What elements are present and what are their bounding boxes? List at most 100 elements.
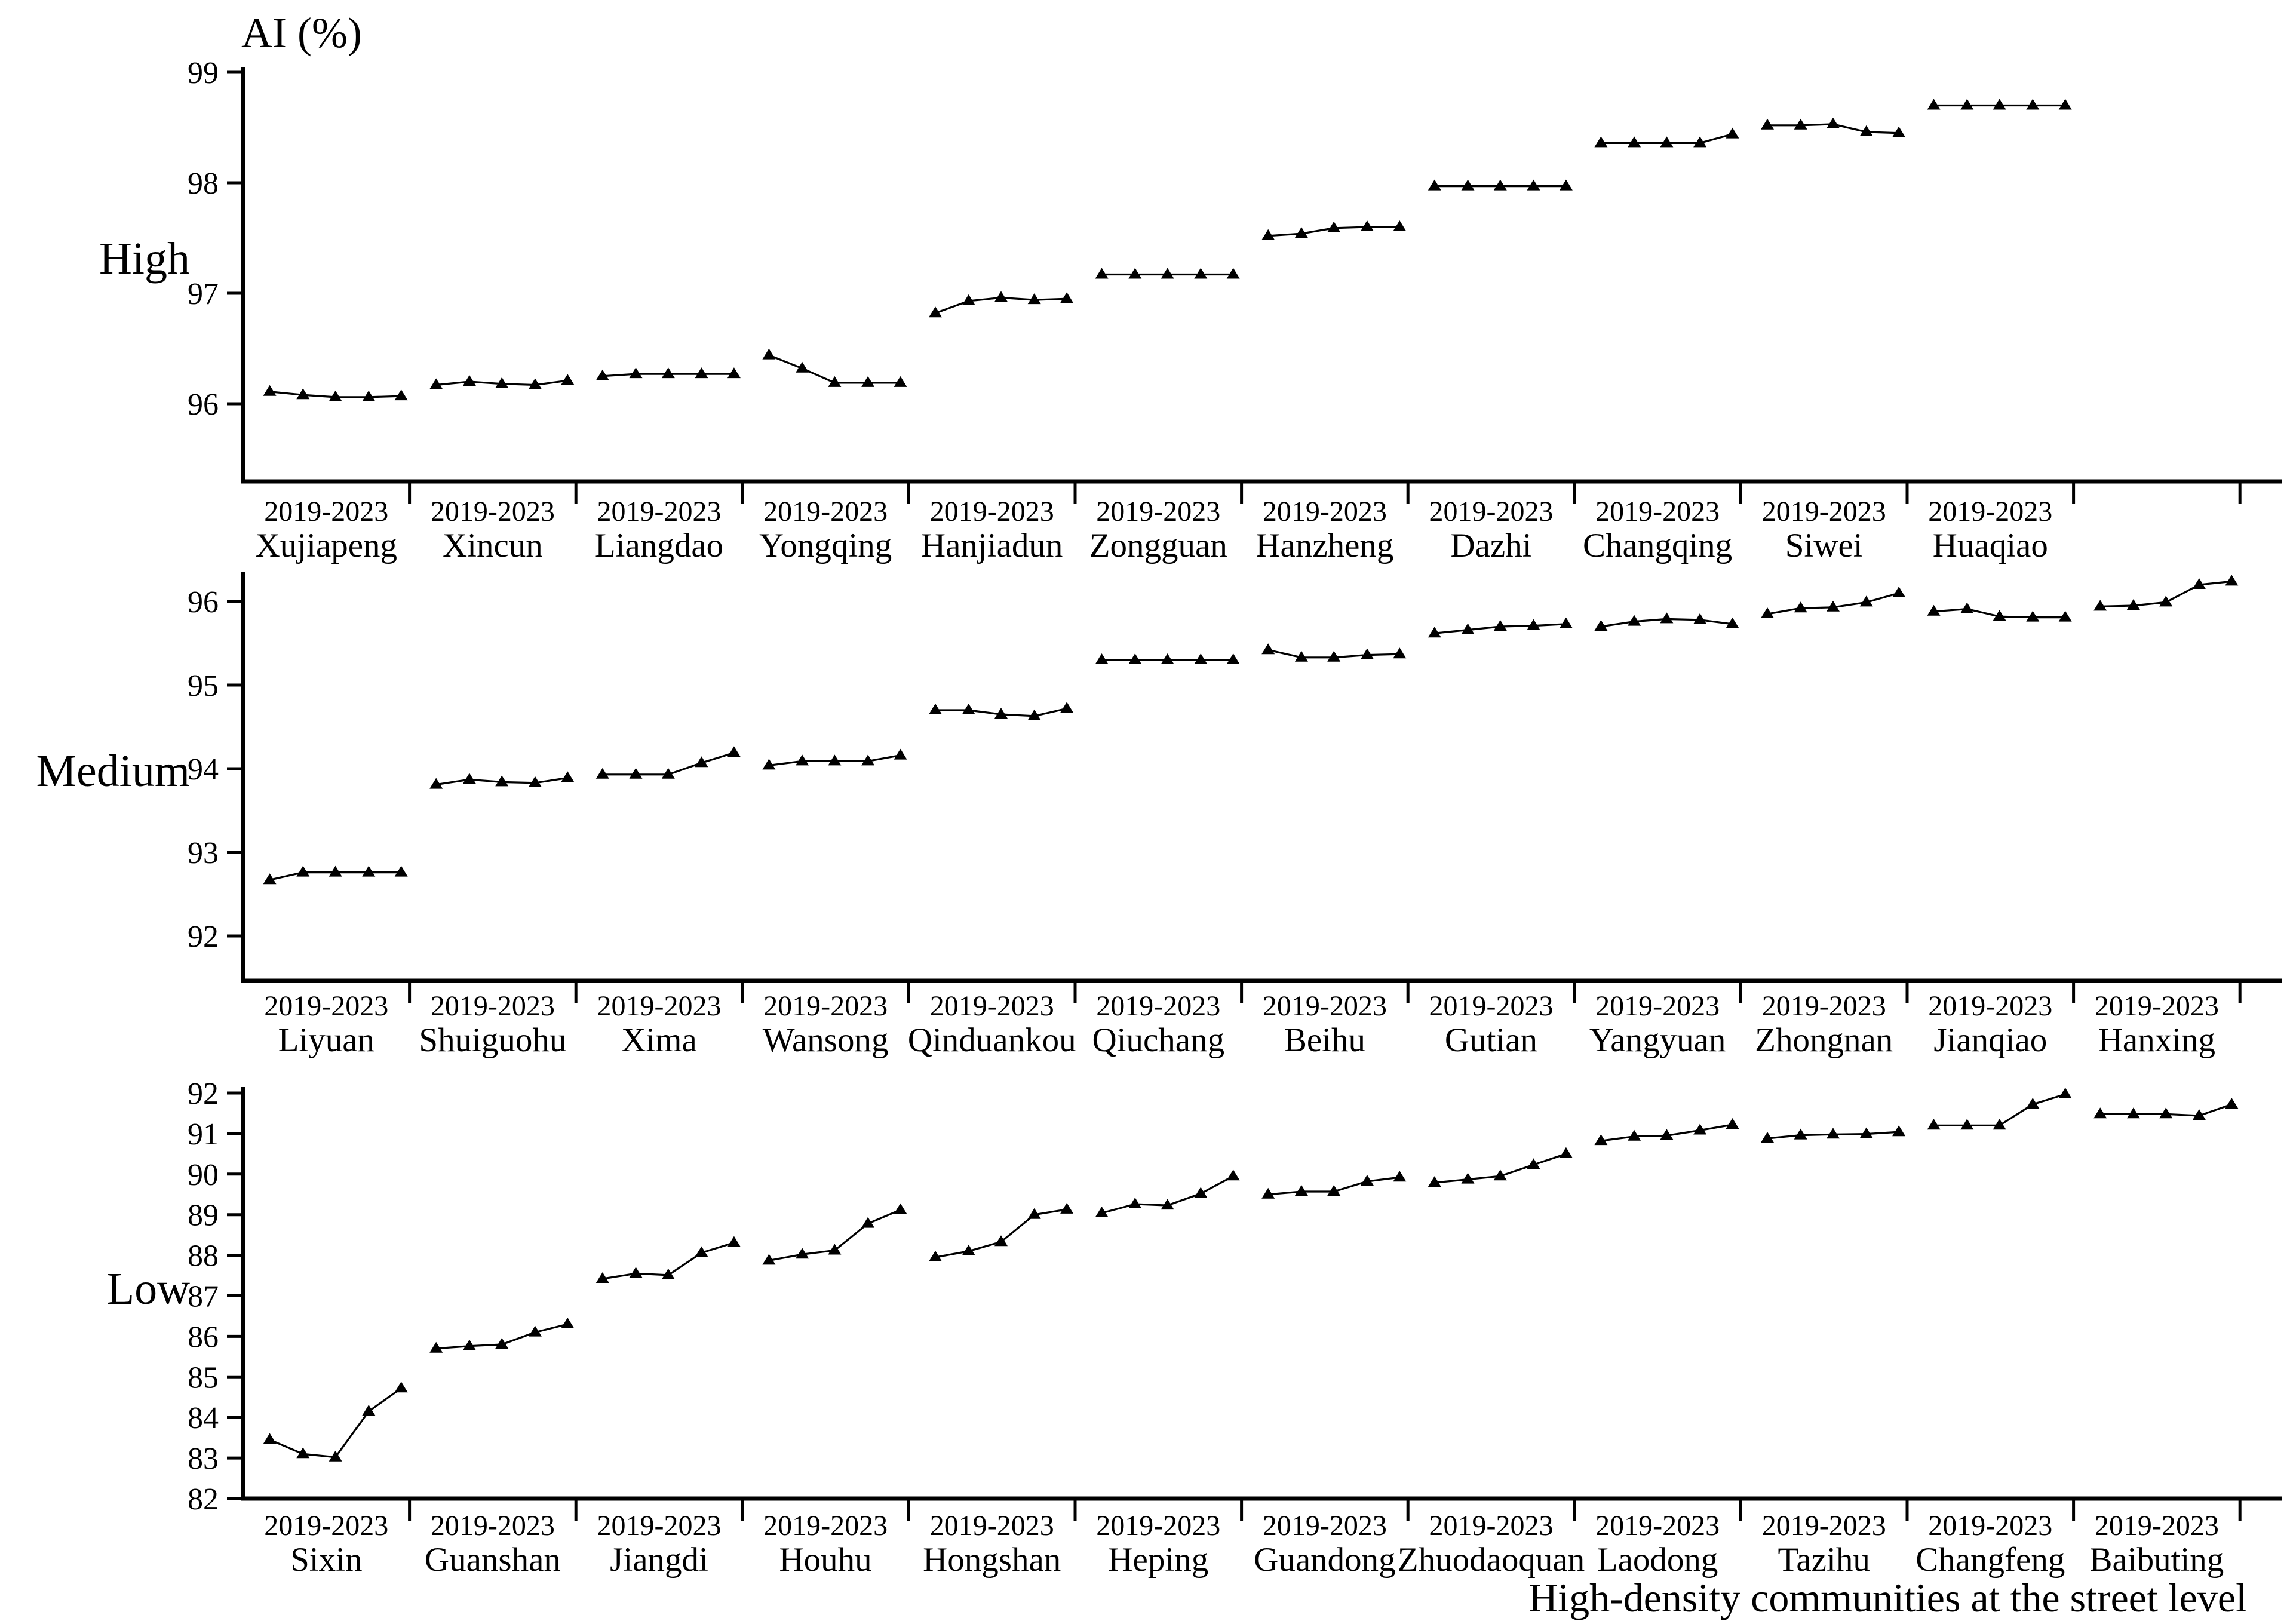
data-point-marker <box>329 865 342 877</box>
data-point-marker <box>1660 1129 1674 1140</box>
x-period-label: 2019-2023 <box>1595 1510 1720 1542</box>
data-point-marker <box>962 704 975 714</box>
x-period-label: 2019-2023 <box>1429 990 1554 1022</box>
x-community-label: Hanzheng <box>1255 527 1393 564</box>
data-point-marker <box>1261 643 1275 655</box>
data-point-marker <box>1428 627 1441 638</box>
x-period-label: 2019-2023 <box>930 1510 1054 1542</box>
data-point-marker <box>462 1339 476 1350</box>
x-period-label: 2019-2023 <box>1928 496 2052 527</box>
data-point-marker <box>1559 179 1573 191</box>
data-point-marker <box>629 1267 643 1278</box>
x-period-label: 2019-2023 <box>1928 1510 2052 1542</box>
data-point-marker <box>1859 1127 1873 1138</box>
y-tick-label: 99 <box>188 56 219 90</box>
series-line-Hongshan <box>935 1208 1067 1258</box>
data-point-marker <box>1095 653 1109 664</box>
x-axis-title: High-density communities at the street l… <box>1528 1575 2247 1620</box>
y-tick-label: 95 <box>188 669 219 703</box>
data-point-marker <box>1493 179 1507 191</box>
data-point-marker <box>695 1246 708 1257</box>
x-community-label: Laodong <box>1597 1541 1718 1579</box>
data-point-marker <box>828 376 842 387</box>
data-point-marker <box>828 754 842 766</box>
x-period-label: 2019-2023 <box>1429 1510 1554 1542</box>
data-point-marker <box>1027 293 1041 305</box>
data-point-marker <box>2225 575 2239 586</box>
data-point-marker <box>1726 1118 1739 1129</box>
data-point-marker <box>727 1236 741 1247</box>
data-point-marker <box>1859 595 1873 607</box>
data-point-marker <box>429 778 443 789</box>
data-point-marker <box>1726 617 1739 628</box>
data-point-marker <box>329 1450 342 1462</box>
x-period-label: 2019-2023 <box>1762 1510 1886 1542</box>
x-period-label: 2019-2023 <box>1429 496 1554 527</box>
x-community-label: Siwei <box>1785 527 1863 564</box>
data-point-marker <box>1628 615 1641 626</box>
x-community-label: Yangyuan <box>1589 1021 1726 1059</box>
y-tick-label: 92 <box>188 920 219 954</box>
data-point-marker <box>362 390 376 401</box>
x-community-label: Liangdao <box>595 527 723 564</box>
x-period-label: 2019-2023 <box>264 990 388 1022</box>
x-period-label: 2019-2023 <box>597 1510 722 1542</box>
data-point-marker <box>894 376 907 387</box>
data-point-marker <box>695 756 708 768</box>
data-point-marker <box>495 377 509 388</box>
data-point-marker <box>1161 653 1174 664</box>
data-point-marker <box>1294 1185 1308 1196</box>
data-point-marker <box>2026 99 2040 110</box>
data-point-marker <box>1827 600 1840 612</box>
data-point-marker <box>495 1338 509 1349</box>
data-point-marker <box>1161 1199 1174 1210</box>
data-point-marker <box>1927 99 1941 110</box>
data-point-marker <box>595 369 609 380</box>
panel-label-low: Low <box>106 1264 190 1314</box>
data-point-marker <box>1892 126 1906 137</box>
data-point-marker <box>1027 1208 1041 1219</box>
data-point-marker <box>394 1382 408 1393</box>
y-tick-label: 83 <box>188 1442 219 1476</box>
data-point-marker <box>528 378 542 389</box>
x-community-label: Zongguan <box>1089 527 1227 564</box>
x-period-label: 2019-2023 <box>1595 496 1720 527</box>
data-point-marker <box>561 771 575 782</box>
data-point-marker <box>1393 220 1407 231</box>
x-period-label: 2019-2023 <box>2095 990 2219 1022</box>
panel-low-plot: 82838485868788899091922019-2023Sixin2019… <box>188 1077 2282 1579</box>
x-community-label: Sixin <box>290 1541 362 1579</box>
data-point-marker <box>561 374 575 385</box>
data-point-marker <box>1461 623 1475 634</box>
data-point-marker <box>1294 650 1308 662</box>
data-point-marker <box>1294 227 1308 238</box>
data-point-marker <box>528 1325 542 1337</box>
y-tick-label: 96 <box>188 388 219 422</box>
data-point-marker <box>495 775 509 787</box>
data-point-marker <box>462 773 476 784</box>
data-point-marker <box>1960 602 1974 613</box>
data-point-marker <box>1726 127 1739 139</box>
x-community-label: Qinduankou <box>908 1021 1076 1059</box>
x-community-label: Zhongnan <box>1755 1021 1893 1059</box>
data-point-marker <box>828 1244 842 1255</box>
data-point-marker <box>962 1244 975 1255</box>
data-point-marker <box>1927 604 1941 616</box>
x-community-label: Tazihu <box>1778 1541 1870 1579</box>
x-community-label: Hongshan <box>923 1541 1061 1579</box>
data-point-marker <box>1095 1207 1109 1217</box>
x-period-label: 2019-2023 <box>930 496 1054 527</box>
data-point-marker <box>796 1248 809 1259</box>
data-point-marker <box>1794 1128 1807 1140</box>
data-point-marker <box>2192 578 2206 589</box>
data-point-marker <box>296 865 310 877</box>
data-point-marker <box>561 1318 575 1328</box>
data-point-marker <box>1327 650 1341 662</box>
panel-label-medium: Medium <box>36 746 190 796</box>
data-point-marker <box>1360 1175 1374 1186</box>
data-point-marker <box>429 1341 443 1353</box>
data-point-marker <box>1360 220 1374 231</box>
x-community-label: Zhuodaoquan <box>1398 1541 1585 1579</box>
data-point-marker <box>296 1447 310 1459</box>
data-point-marker <box>727 367 741 379</box>
